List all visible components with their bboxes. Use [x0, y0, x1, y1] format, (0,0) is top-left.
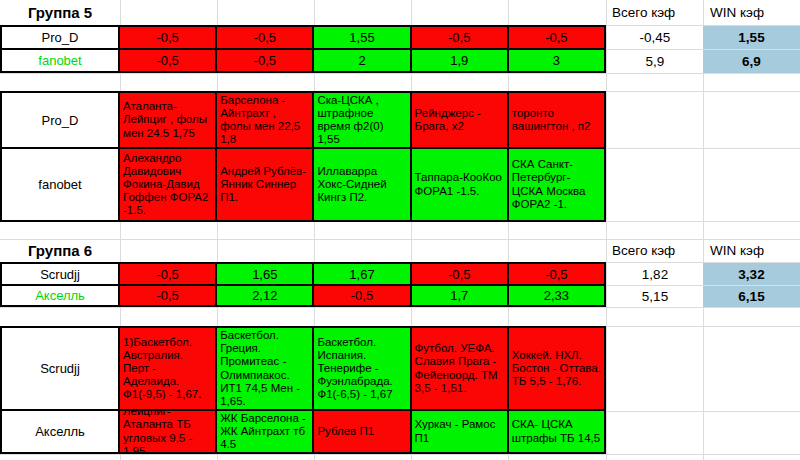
bet-description-cell[interactable]: ЖК Барселона - ЖК Айнтрахт тб 4.5	[217, 411, 312, 452]
value-cell[interactable]: -0,5	[509, 264, 604, 284]
value-cell[interactable]: 1,9	[412, 50, 507, 71]
bet-description-cell[interactable]: Хоккей. НХЛ. Бостон - Оттава. ТБ 5,5 - 1…	[509, 328, 604, 409]
row-label[interactable]: Акселль	[2, 286, 118, 305]
bet-description-cell[interactable]: Баскетбол. Греция. Промитеас - Олимпиако…	[217, 328, 312, 409]
group6-descriptions-table: Scrudjj 1)Баскетбол. Австралия. Перт - А…	[0, 326, 606, 454]
value-cell[interactable]: 1,65	[217, 264, 312, 284]
bet-description-cell[interactable]: Рейнджерс - Брага, х2	[412, 93, 507, 147]
bet-description-cell[interactable]: Аталанта-Лейпциг , фолы мен 24.5 1,75	[120, 93, 215, 147]
bet-description-cell[interactable]: СКА Санкт-Петербург-ЦСКА Москва ФОРА2 -1…	[509, 149, 604, 220]
total-coef-cell[interactable]: 1,82	[607, 263, 703, 285]
value-cell[interactable]: -0,5	[120, 286, 215, 305]
bet-description-cell[interactable]: Ска-ЦСКА , штрафное время ф2(0) 1,55	[314, 93, 409, 147]
row-label[interactable]: fanobet	[2, 149, 118, 220]
total-coef-cell[interactable]: 5,15	[607, 285, 703, 307]
bet-description-cell[interactable]: Алехандро Давидович Фокина-Давид Гоффен …	[120, 149, 215, 220]
gridline	[0, 73, 800, 74]
total-coef-cell[interactable]: 5,9	[607, 49, 703, 73]
value-cell[interactable]: -0,5	[509, 27, 604, 48]
bet-description-cell[interactable]: СКА- ЦСКА штрафы ТБ 14,5	[509, 411, 604, 452]
group5-values-table: Pro_D -0,5 -0,5 1,55 -0,5 -0,5 fanobet -…	[0, 25, 606, 73]
bet-description-cell[interactable]: Барселона - Айнтрахт , фолы мен 22,5 1,8	[217, 93, 312, 147]
bet-description-cell[interactable]: Футбол. УЕФА. Славия Прага - Фейеноорд. …	[412, 328, 507, 409]
win-coef-cell[interactable]: 1,55	[703, 26, 800, 49]
value-cell[interactable]: 2	[314, 50, 409, 71]
bet-description-cell[interactable]: Баскетбол. Испания. Тенерифе - Фуэнлабра…	[314, 328, 409, 409]
value-cell[interactable]: -0,5	[217, 27, 312, 48]
value-cell[interactable]: 2,12	[217, 286, 312, 305]
group5-descriptions-table: Pro_D Аталанта-Лейпциг , фолы мен 24.5 1…	[0, 91, 606, 222]
win-coef-header: WIN кэф	[710, 243, 764, 258]
value-cell[interactable]: -0,5	[314, 286, 409, 305]
row-label[interactable]: Pro_D	[2, 27, 118, 48]
value-cell[interactable]: 1,7	[412, 286, 507, 305]
value-cell[interactable]: 1,55	[314, 27, 409, 48]
win-coef-cell[interactable]: 3,32	[703, 263, 800, 285]
group6-values-table: Scrudjj -0,5 1,65 1,67 -0,5 -0,5 Акселль…	[0, 262, 606, 307]
win-coef-cell[interactable]: 6,15	[703, 286, 800, 307]
spreadsheet: Группа 5 Всего кэф WIN кэф Pro_D -0,5 -0…	[0, 0, 800, 460]
value-cell[interactable]: 3	[509, 50, 604, 71]
bet-description-cell[interactable]: торонто вашингтон , п2	[509, 93, 604, 147]
value-cell[interactable]: -0,5	[120, 264, 215, 284]
win-coef-cell[interactable]: 6,9	[703, 50, 800, 73]
total-coef-header: Всего кэф	[612, 243, 675, 258]
bet-description-cell[interactable]: Андрей Рублёв-Янник Синнер П1.	[217, 149, 312, 220]
row-label[interactable]: Scrudjj	[2, 264, 118, 284]
bet-description-cell[interactable]: Таппара-КооКоо ФОРА1 -1.5.	[412, 149, 507, 220]
value-cell[interactable]: 1,67	[314, 264, 409, 284]
gridline	[0, 239, 800, 240]
value-cell[interactable]: -0,5	[412, 264, 507, 284]
value-cell[interactable]: -0,5	[120, 50, 215, 71]
bet-description-cell[interactable]: Иллаварра Хокс-Сидней Кингз П2.	[314, 149, 409, 220]
value-cell[interactable]: -0,5	[217, 50, 312, 71]
row-label[interactable]: Scrudjj	[2, 328, 118, 409]
bet-description-cell[interactable]: 1)Баскетбол. Австралия. Перт - Аделаида.…	[120, 328, 215, 409]
bet-description-cell[interactable]: Лейцпиг-Аталанта ТБ угловых 9,5 - 1,95	[120, 411, 215, 452]
bet-description-cell[interactable]: Хуркач - Рамос П1	[412, 411, 507, 452]
value-cell[interactable]: 2,33	[509, 286, 604, 305]
win-coef-header: WIN кэф	[710, 5, 764, 20]
total-coef-header: Всего кэф	[612, 5, 675, 20]
bet-description-cell[interactable]: Рублев П1	[314, 411, 409, 452]
row-label[interactable]: Акселль	[2, 411, 118, 452]
gridline	[0, 454, 800, 455]
row-label[interactable]: fanobet	[2, 50, 118, 71]
group6-title: Группа 6	[0, 239, 120, 262]
group5-title: Группа 5	[0, 0, 120, 25]
gridline	[0, 307, 800, 308]
total-coef-cell[interactable]: -0,45	[607, 26, 703, 49]
value-cell[interactable]: -0,5	[412, 27, 507, 48]
value-cell[interactable]: -0,5	[120, 27, 215, 48]
row-label[interactable]: Pro_D	[2, 93, 118, 147]
